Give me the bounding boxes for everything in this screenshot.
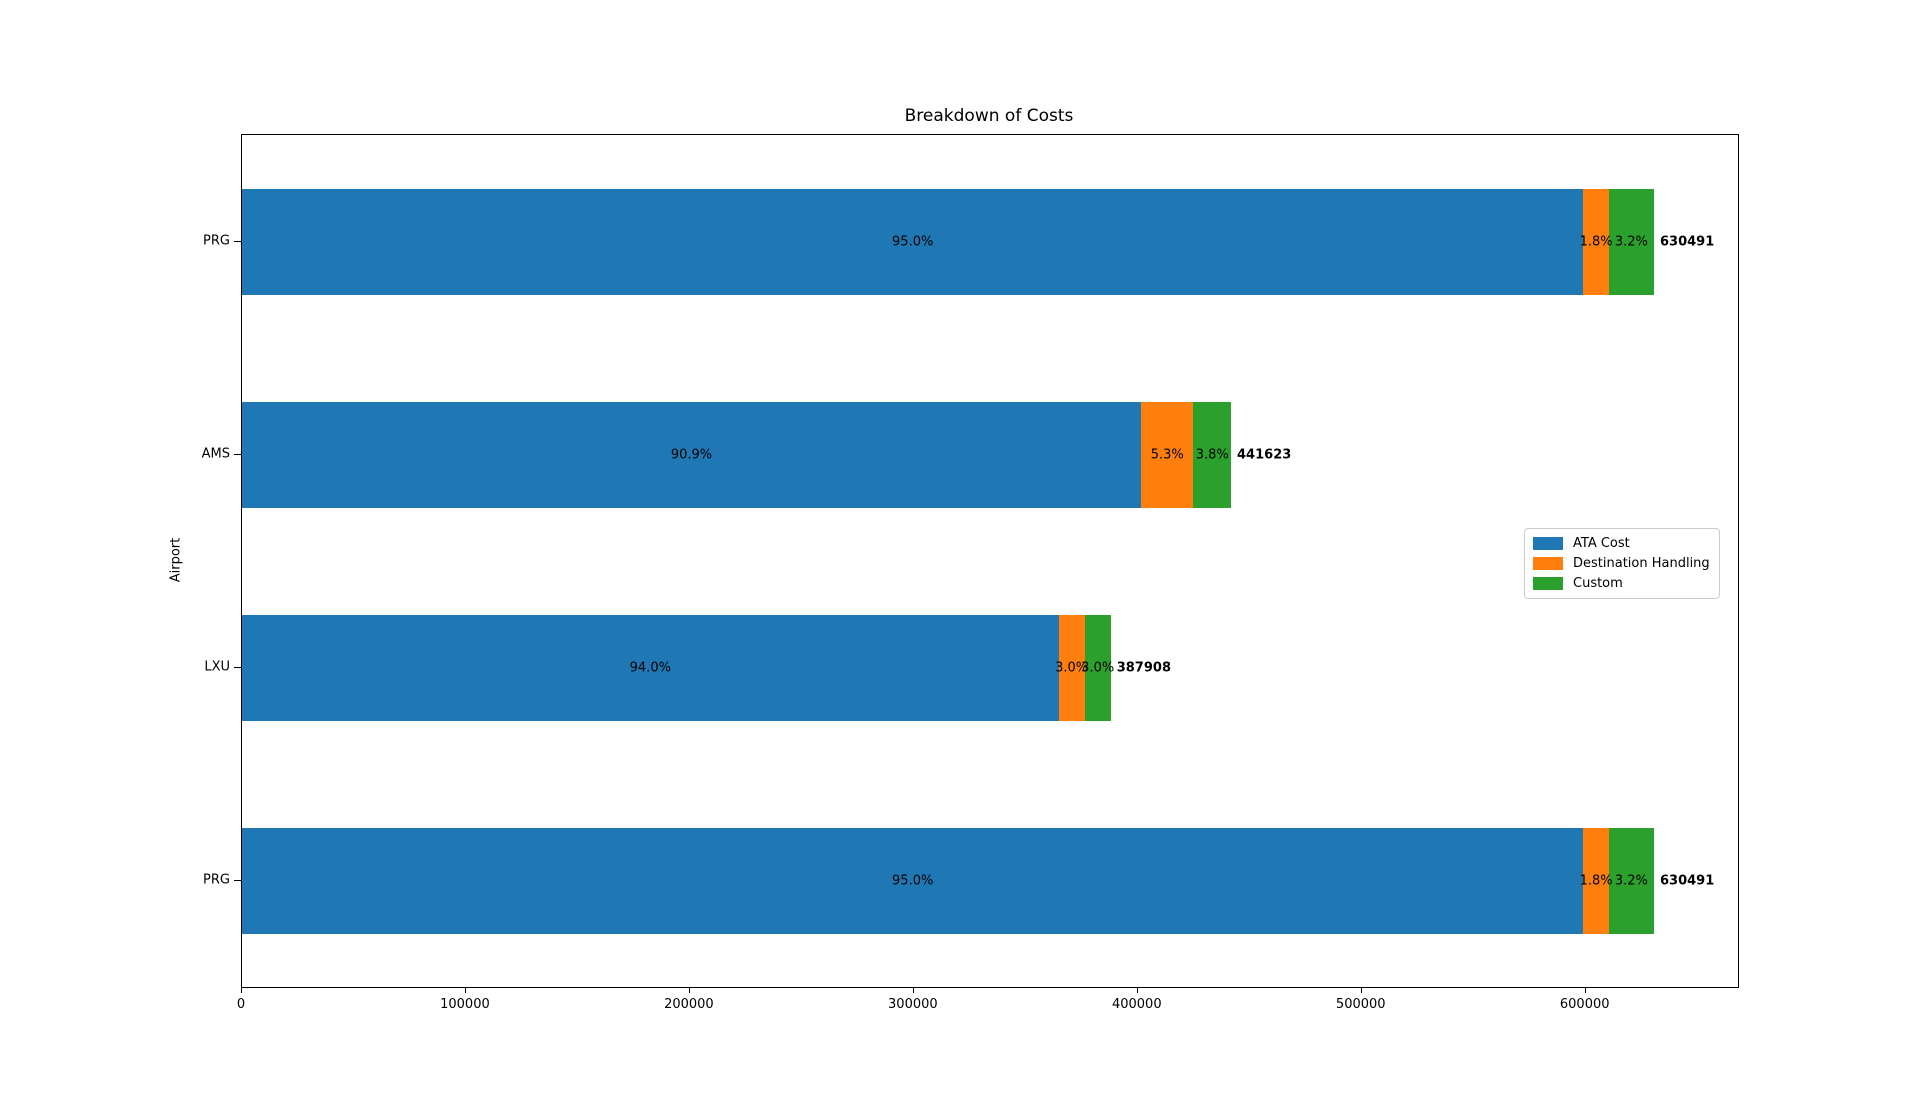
bar-segment-destination-handling xyxy=(1583,827,1609,934)
bar-pct-label: 90.9% xyxy=(670,447,713,462)
chart-title: Breakdown of Costs xyxy=(904,106,1074,126)
bar-segment-custom xyxy=(1608,827,1654,934)
x-tick-label: 600000 xyxy=(1559,997,1610,1012)
bar-total-label: 387908 xyxy=(1116,660,1171,675)
x-tick-label: 0 xyxy=(236,997,246,1012)
x-tick-label: 300000 xyxy=(888,997,938,1012)
legend-entry: Destination Handling xyxy=(1533,556,1710,571)
bar-segment-custom xyxy=(1193,401,1232,508)
bar-pct-label: 1.8% xyxy=(1579,234,1613,249)
y-tick-label: LXU xyxy=(204,659,230,674)
x-tick-label: 100000 xyxy=(440,997,490,1012)
bar-row-lxu xyxy=(242,614,1738,721)
y-tick-mark xyxy=(234,879,241,881)
legend-swatch-icon xyxy=(1533,557,1563,570)
bar-pct-label: 95.0% xyxy=(892,234,934,249)
x-tick-label: 200000 xyxy=(664,997,714,1012)
x-tick-mark xyxy=(1360,987,1362,993)
legend-label: Custom xyxy=(1573,576,1623,591)
legend-label: Destination Handling xyxy=(1573,556,1710,571)
x-tick-mark xyxy=(688,987,690,993)
bar-segment-custom xyxy=(1084,614,1111,721)
bar-pct-label: 3.0% xyxy=(1081,660,1115,675)
bar-pct-label: 3.8% xyxy=(1195,447,1229,462)
y-tick-mark xyxy=(234,453,241,455)
x-tick-mark xyxy=(1584,987,1586,993)
bar-total-label: 441623 xyxy=(1237,447,1292,462)
bar-segment-ata-cost xyxy=(242,614,1059,721)
bar-pct-label: 94.0% xyxy=(629,660,671,675)
x-tick-mark xyxy=(241,987,242,993)
bar-row-prg xyxy=(242,188,1738,295)
bar-segment-destination-handling xyxy=(1141,401,1194,508)
legend-swatch-icon xyxy=(1533,537,1563,550)
bar-pct-label: 1.8% xyxy=(1579,873,1613,888)
bar-pct-label: 3.0% xyxy=(1055,660,1089,675)
legend-swatch-icon xyxy=(1533,577,1563,590)
plot-area: 95.0% 1.8% 3.2% 630491 90.9% 5.3% 3.8% 441623 94… xyxy=(241,134,1739,988)
x-tick-label: 500000 xyxy=(1335,997,1386,1012)
y-tick-mark xyxy=(234,666,241,668)
x-tick-mark xyxy=(1136,987,1138,993)
y-tick-label: PRG xyxy=(203,233,230,248)
x-tick-mark xyxy=(464,987,466,993)
legend-entry: Custom xyxy=(1533,576,1710,591)
legend-label: ATA Cost xyxy=(1573,536,1630,551)
bar-row-prg xyxy=(242,827,1738,934)
legend: ATA Cost Destination Handling Custom xyxy=(1524,528,1720,599)
bar-segment-custom xyxy=(1608,188,1654,295)
bar-pct-label: 3.2% xyxy=(1614,234,1648,249)
bar-segment-ata-cost xyxy=(242,188,1584,295)
bar-total-label: 630491 xyxy=(1659,873,1715,888)
bar-pct-label: 95.0% xyxy=(892,873,934,888)
legend-entry: ATA Cost xyxy=(1533,536,1710,551)
y-axis-label: Airport xyxy=(168,537,184,583)
bar-segment-destination-handling xyxy=(1583,188,1609,295)
x-tick-label: 400000 xyxy=(1111,997,1162,1012)
bar-pct-label: 5.3% xyxy=(1150,447,1184,462)
bar-total-label: 630491 xyxy=(1659,234,1715,249)
bar-segment-ata-cost xyxy=(242,401,1142,508)
y-tick-mark xyxy=(234,240,241,242)
y-tick-label: AMS xyxy=(201,446,230,461)
bar-row-ams xyxy=(242,401,1738,508)
x-tick-mark xyxy=(912,987,914,993)
y-tick-label: PRG xyxy=(203,872,230,887)
bar-pct-label: 3.2% xyxy=(1614,873,1648,888)
bar-segment-ata-cost xyxy=(242,827,1584,934)
bar-segment-destination-handling xyxy=(1058,614,1085,721)
